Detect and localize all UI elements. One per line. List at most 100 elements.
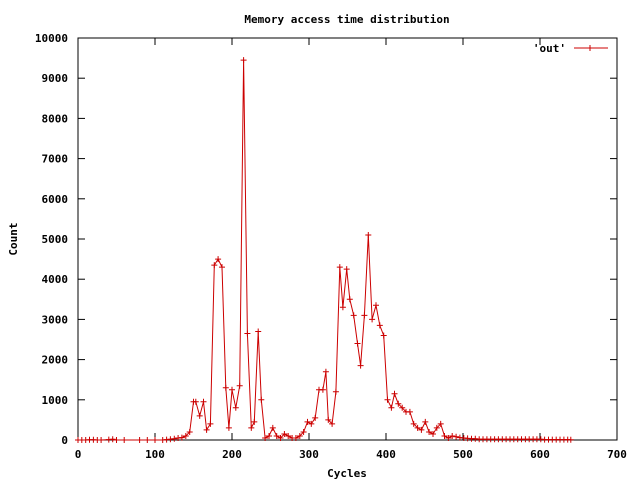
data-point [269, 424, 276, 431]
data-point [215, 256, 222, 263]
data-point [232, 404, 239, 411]
data-point [273, 433, 280, 439]
legend: 'out' [533, 42, 608, 55]
y-axis-label: Count [7, 222, 20, 255]
data-point [300, 429, 307, 435]
y-tick-label: 5000 [42, 233, 69, 246]
data-point [207, 420, 214, 427]
x-tick-label: 0 [75, 448, 82, 461]
data-point [395, 400, 402, 407]
data-point [329, 420, 336, 427]
y-tick-label: 0 [61, 434, 68, 447]
data-point [437, 420, 444, 427]
data-point [441, 433, 448, 439]
data-point [200, 398, 207, 405]
data-point [285, 433, 292, 439]
data-point [236, 382, 243, 389]
data-point [332, 388, 339, 395]
y-tick-label: 3000 [42, 313, 69, 326]
x-tick-label: 700 [607, 448, 627, 461]
data-point [240, 57, 247, 64]
x-tick-label: 400 [376, 448, 396, 461]
data-point [171, 435, 178, 442]
data-point [152, 437, 158, 443]
y-tick-label: 2000 [42, 354, 69, 367]
y-tick-label: 4000 [42, 273, 69, 286]
axis-ticks: 0 100 200 300 400 500 600 700010002000300040005… [35, 32, 627, 461]
data-point [322, 368, 329, 375]
data-point [365, 232, 372, 238]
data-point [262, 435, 269, 441]
data-point [445, 435, 452, 441]
data-point [113, 437, 120, 443]
legend-marker [587, 45, 593, 51]
data-point [373, 302, 379, 309]
data-point [449, 433, 456, 439]
data-point [567, 436, 574, 443]
data-point [418, 426, 425, 433]
data-point [357, 362, 364, 369]
y-tick-label: 10000 [35, 32, 68, 45]
data-point [304, 418, 311, 425]
data-point [346, 296, 353, 303]
x-tick-label: 200 [222, 448, 242, 461]
data-point [277, 435, 284, 441]
data-point [361, 312, 368, 319]
series-out [75, 57, 574, 443]
data-point [384, 396, 391, 403]
data-point [350, 312, 357, 319]
data-point [136, 437, 143, 443]
chart-title: Memory access time distribution [244, 13, 449, 26]
data-point [244, 330, 251, 337]
data-point [251, 418, 258, 425]
data-point [414, 424, 421, 431]
data-point [406, 408, 413, 415]
data-point [186, 429, 193, 435]
series-line [78, 60, 571, 441]
data-point [325, 416, 332, 423]
data-point [219, 264, 225, 271]
data-point [144, 437, 151, 443]
data-point [426, 429, 433, 435]
data-point [292, 435, 299, 441]
x-tick-label: 500 [453, 448, 473, 461]
data-point [296, 433, 303, 439]
data-point [376, 322, 383, 329]
data-point [121, 437, 128, 443]
data-point [222, 384, 229, 391]
data-point [339, 304, 346, 311]
x-tick-label: 100 [145, 448, 165, 461]
data-point [248, 424, 255, 431]
data-point [453, 433, 460, 440]
data-point [182, 433, 189, 439]
data-point [211, 262, 218, 269]
data-point [369, 316, 376, 323]
data-point [388, 404, 395, 411]
x-tick-label: 600 [530, 448, 550, 461]
y-tick-label: 8000 [42, 112, 69, 125]
data-point [336, 264, 343, 271]
data-point [354, 340, 361, 347]
data-point [433, 424, 440, 431]
data-point [266, 433, 272, 439]
y-tick-label: 7000 [42, 153, 69, 166]
y-tick-label: 1000 [42, 394, 69, 407]
x-axis-label: Cycles [327, 467, 367, 480]
data-point [410, 420, 417, 427]
data-point [225, 424, 232, 431]
data-point [196, 412, 203, 419]
data-point [380, 332, 387, 339]
data-point [399, 404, 406, 411]
data-point [98, 437, 105, 443]
data-point [430, 431, 436, 437]
data-point [258, 396, 265, 403]
y-tick-label: 6000 [42, 193, 69, 206]
data-point [281, 431, 288, 437]
data-point [203, 426, 210, 433]
data-point [391, 390, 398, 397]
data-point [312, 414, 319, 421]
legend-label: 'out' [533, 42, 566, 55]
data-point [319, 386, 326, 393]
x-tick-label: 300 [299, 448, 319, 461]
